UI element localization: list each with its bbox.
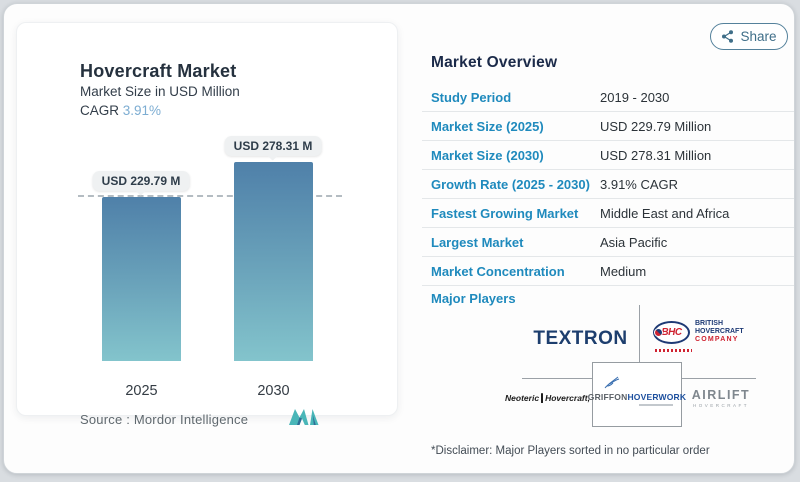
table-row: Largest Market Asia Pacific bbox=[422, 228, 794, 257]
bhc-hatch-decoration bbox=[655, 348, 692, 352]
neoteric-hovercraft-logo: Neoteric Hovercraft, Inc. bbox=[505, 393, 607, 403]
row-label: Market Concentration bbox=[431, 263, 565, 279]
neoteric-emblem-icon bbox=[541, 393, 544, 403]
overview-title: Market Overview bbox=[431, 54, 558, 71]
row-label: Growth Rate (2025 - 2030) bbox=[431, 176, 590, 192]
bhc-line3: COMPANY bbox=[695, 336, 739, 343]
mordor-intelligence-logo-icon bbox=[289, 409, 319, 425]
value-label-2030: USD 278.31 M bbox=[224, 136, 322, 161]
value-label-2030-text: USD 278.31 M bbox=[233, 139, 313, 153]
table-row: Fastest Growing Market Middle East and A… bbox=[422, 199, 794, 228]
bhc-line2: HOVERCRAFT bbox=[695, 328, 744, 335]
source-label: Source : bbox=[80, 412, 131, 427]
airlift-line1: AIRLIFT bbox=[691, 388, 751, 402]
bhc-wordmark: BRITISH HOVERCRAFT COMPANY bbox=[695, 320, 744, 344]
bar-2025[interactable] bbox=[102, 196, 181, 361]
chart-title: Hovercraft Market bbox=[80, 61, 237, 81]
griffon-wordmark: GRIFFON HOVERWORK bbox=[588, 392, 686, 402]
players-grid-horizontal-divider-right bbox=[682, 378, 756, 379]
row-value: Middle East and Africa bbox=[600, 205, 730, 221]
row-value: USD 229.79 Million bbox=[600, 118, 712, 134]
share-button-label: Share bbox=[740, 29, 777, 44]
bhc-emblem-icon: BHC bbox=[653, 320, 692, 352]
table-row: Study Period 2019 - 2030 bbox=[422, 83, 794, 112]
row-value: 2019 - 2030 bbox=[600, 89, 670, 105]
source-attribution: Source : Mordor Intelligence bbox=[80, 412, 248, 427]
griffon-bird-icon bbox=[604, 376, 620, 389]
players-grid-vertical-divider bbox=[639, 305, 640, 362]
neoteric-part1: Neoteric bbox=[505, 393, 540, 403]
neoteric-part2: Hovercraft, Inc. bbox=[545, 393, 607, 403]
row-label: Fastest Growing Market bbox=[431, 205, 579, 221]
x-axis-label-2025: 2025 bbox=[125, 383, 158, 399]
row-label: Largest Market bbox=[431, 234, 524, 250]
cagr-value: 3.91% bbox=[122, 103, 162, 118]
row-label: Market Size (2025) bbox=[431, 118, 544, 134]
x-axis-label-2030: 2030 bbox=[257, 383, 290, 399]
airlift-line2: HOVERCRAFT bbox=[692, 403, 749, 408]
disclaimer-text: *Disclaimer: Major Players sorted in no … bbox=[431, 445, 710, 457]
table-row: Market Concentration Medium bbox=[422, 257, 794, 286]
bar-2030[interactable] bbox=[234, 162, 313, 361]
row-label: Market Size (2030) bbox=[431, 147, 544, 163]
reference-dashed-line bbox=[78, 194, 342, 197]
row-value: Medium bbox=[600, 263, 647, 279]
row-value: 3.91% CAGR bbox=[600, 176, 679, 192]
table-row: Market Size (2025) USD 229.79 Million bbox=[422, 112, 794, 141]
row-value: Asia Pacific bbox=[600, 234, 668, 250]
griffon-part1: GRIFFON bbox=[587, 391, 628, 402]
bhc-line1: BRITISH bbox=[695, 320, 723, 327]
value-label-2025: USD 229.79 M bbox=[92, 170, 190, 196]
table-row: Market Size (2030) USD 278.31 Million bbox=[422, 141, 794, 170]
table-row: Growth Rate (2025 - 2030) 3.91% CAGR bbox=[422, 170, 794, 199]
overview-table: Study Period 2019 - 2030 Market Size (20… bbox=[422, 83, 794, 286]
bhc-abbr: BHC bbox=[661, 326, 682, 338]
share-icon bbox=[722, 30, 734, 43]
griffon-subline-decoration bbox=[639, 403, 673, 406]
row-value: USD 278.31 Million bbox=[600, 147, 712, 163]
british-hovercraft-company-logo: BHC BRITISH HOVERCRAFT COMPANY bbox=[653, 320, 744, 352]
value-label-2025-text: USD 229.79 M bbox=[101, 173, 181, 188]
griffon-hoverwork-logo: GRIFFON HOVERWORK bbox=[588, 362, 686, 427]
market-summary-card: Hovercraft Market Market Size in USD Mil… bbox=[3, 3, 795, 474]
row-label: Study Period bbox=[431, 89, 512, 105]
griffon-part2: HOVERWORK bbox=[627, 391, 687, 402]
textron-logo: TEXTRON bbox=[533, 328, 628, 349]
cagr-label: CAGR bbox=[80, 103, 120, 118]
chart-subtitle: Market Size in USD Million bbox=[80, 84, 240, 99]
bhc-flag-icon bbox=[654, 327, 663, 337]
cagr-line: CAGR 3.91% bbox=[80, 103, 161, 118]
airlift-hovercraft-logo: AIRLIFT HOVERCRAFT bbox=[686, 388, 756, 408]
chart-panel: Hovercraft Market Market Size in USD Mil… bbox=[16, 22, 398, 427]
players-grid-horizontal-divider-left bbox=[522, 378, 592, 379]
share-button[interactable]: Share bbox=[710, 23, 788, 50]
source-value: Mordor Intelligence bbox=[133, 412, 249, 427]
major-players-label: Major Players bbox=[431, 291, 516, 306]
